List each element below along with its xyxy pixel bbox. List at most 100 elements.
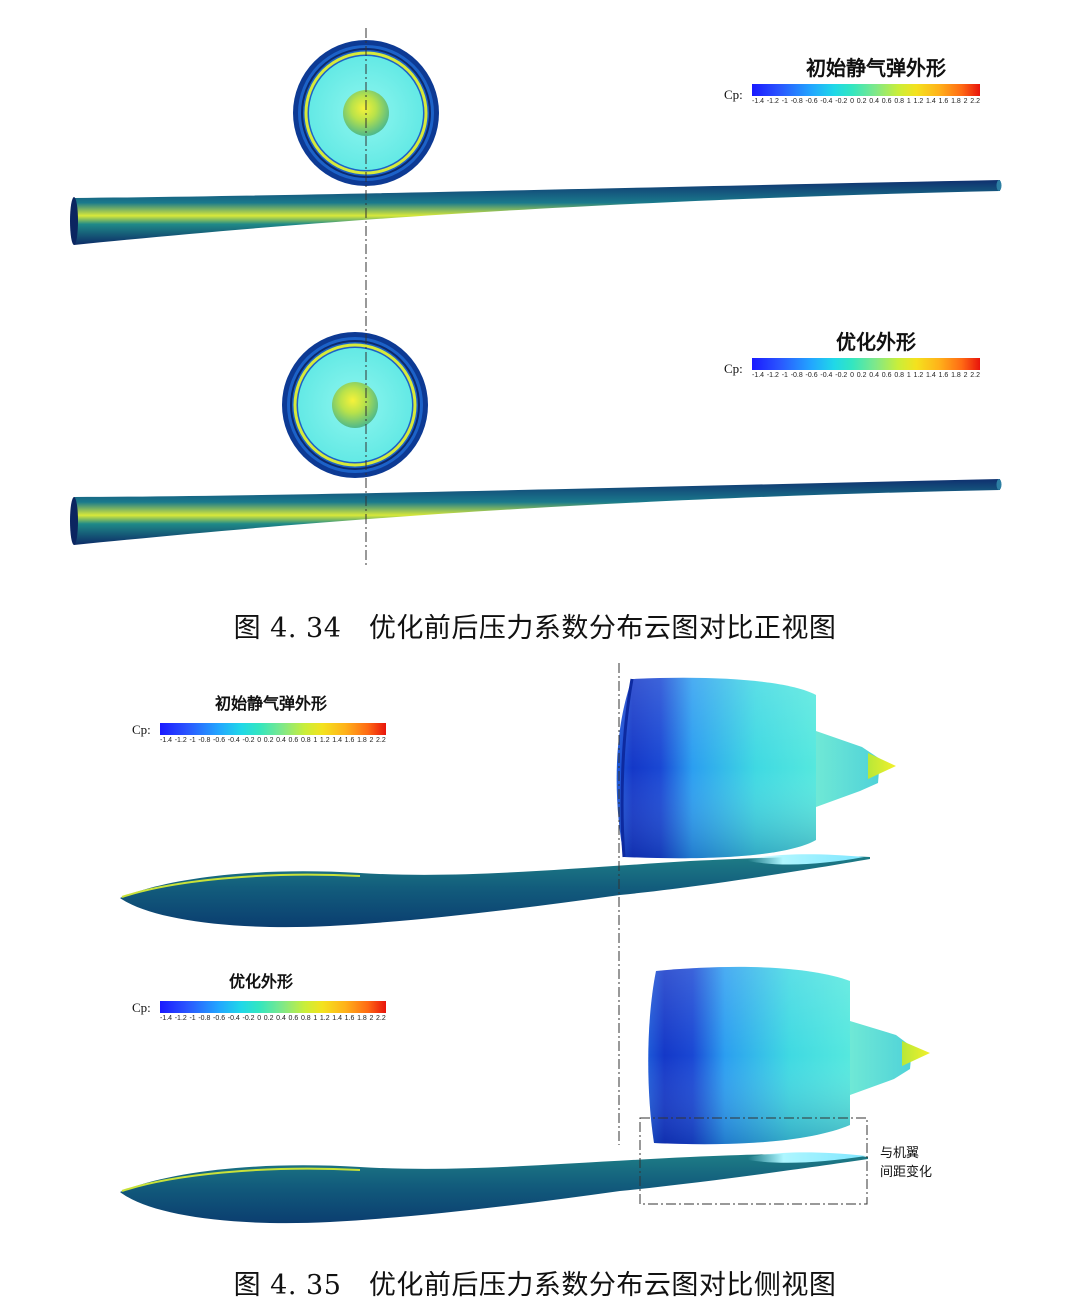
colorbar-tick-label: -1.2 [174,1015,187,1022]
colorbar-tick-label: 0.2 [856,98,867,105]
colorbar-tick-label: 1.4 [332,1015,343,1022]
annotation-line-2: 间距变化 [880,1165,933,1180]
colorbar-tick-label: 1.6 [344,1015,355,1022]
colorbar-tick-label: 0.4 [869,98,880,105]
colorbar-tick-label: -0.2 [242,1015,255,1022]
colorbar-tick-label: -0.8 [198,1015,211,1022]
colorbar-tick-label: 1 [906,98,911,105]
colorbar-tick-label: 1.4 [926,98,936,105]
engine-side-initial [616,677,896,859]
colorbar-tick-label: 1.2 [913,372,924,379]
colorbar-tick-label: -1.4 [160,737,173,744]
colorbar-tick-label: 0 [850,98,854,105]
legend-title: 初始静气弹外形 [214,694,327,713]
nacelle-front-optimized [282,332,428,478]
colorbar-tick-label: 0.2 [263,737,274,744]
colorbar-tick-label: 0.4 [869,372,880,379]
colorbar-tick-label: -1.2 [766,98,779,105]
annotation-line-1: 与机翼 [880,1146,920,1161]
wing-front-optimized [74,479,1000,545]
spacing-highlight-box [639,1117,868,1205]
colorbar-label: Cp: [724,361,743,376]
colorbar-tick-label: 2 [369,737,374,744]
colorbar-tick-label: 0.2 [263,1015,274,1022]
colorbar-tick-label: 0.4 [276,737,286,744]
colorbar-tick-label: 2 [963,98,968,105]
colorbar [752,84,980,96]
colorbar-tick-label: -0.6 [213,737,226,744]
spacing-annotation: 与机翼 间距变化 [880,1144,932,1182]
colorbar-tick-label: 1.6 [938,372,949,379]
colorbar-tick-label: -1.2 [766,372,779,379]
colorbar-tick-label: -0.4 [227,1015,240,1022]
colorbar-tick-label: -0.4 [820,372,833,379]
colorbar-tick-label: 2.2 [376,1015,386,1022]
colorbar-tick-label: -0.4 [227,737,240,744]
colorbar [160,723,386,735]
wing-side-optimized [120,1152,868,1224]
colorbar-tick-label: 1 [313,737,318,744]
colorbar-tick-label: 1.4 [332,737,343,744]
colorbar-tick-label: 2.2 [970,98,980,105]
wing-root-edge [70,497,78,545]
colorbar-tick-label: 1.6 [344,737,355,744]
colorbar-tick-label: -0.8 [790,98,803,105]
legend-optimized-435: 优化外形 Cp: -1.4 -1.2 -1 -0.8 -0.6 -0.4 -0.2 0 0.2 0… [130,968,390,1022]
colorbar-tick-label: 2.2 [376,737,386,744]
colorbar-tick-label: 1.2 [319,1015,330,1022]
wing-tip-edge [996,479,1002,490]
legend-optimized-434: 优化外形 Cp: -1.4 -1.2 -1 -0.8 -0.6 -0.4 -0.2 0 0.2 0… [722,326,982,385]
colorbar-tick-label: 1 [313,1015,318,1022]
colorbar-tick-label: -1 [781,372,788,379]
colorbar-tick-label: 0.8 [894,98,905,105]
legend-title: 初始静气弹外形 [806,56,946,80]
legend-title: 优化外形 [228,972,293,991]
colorbar-tick-label: 0.8 [300,737,311,744]
colorbar-tick-label: 0.6 [881,98,892,105]
colorbar-ticks: -1.4 -1.2 -1 -0.8 -0.6 -0.4 -0.2 0 0.2 0.4 0.6 0.8 1… [160,1015,386,1022]
colorbar-tick-label: 0.6 [288,737,299,744]
colorbar-tick-label: 1.8 [357,1015,367,1022]
colorbar-tick-label: 2.2 [970,372,980,379]
colorbar-tick-label: 0.8 [894,372,905,379]
colorbar-tick-label: -0.6 [213,1015,226,1022]
colorbar [160,1001,386,1013]
wing-front-initial [74,180,1000,245]
colorbar-tick-label: 1.2 [319,737,330,744]
legend-title: 优化外形 [836,330,916,354]
colorbar-tick-label: -1 [189,737,196,744]
colorbar-tick-label: 0 [257,737,262,744]
colorbar-tick-label: 0.2 [856,372,867,379]
colorbar-tick-label: 2 [963,372,968,379]
colorbar-tick-label: -0.6 [805,98,818,105]
colorbar-ticks: -1.4 -1.2 -1 -0.8 -0.6 -0.4 -0.2 0 0.2 0.4 0.6 0.8 1… [752,98,980,105]
colorbar-tick-label: 1.6 [938,98,949,105]
colorbar-label: Cp: [724,87,743,102]
wing-root-edge [70,197,78,245]
colorbar-tick-label: 1.2 [913,98,924,105]
colorbar-tick-label: -1.4 [752,372,765,379]
colorbar [752,358,980,370]
colorbar-tick-label: -0.8 [790,372,803,379]
colorbar-tick-label: 1.8 [357,737,367,744]
colorbar-tick-label: -1.4 [160,1015,173,1022]
colorbar-tick-label: 1 [906,372,911,379]
colorbar-tick-label: 2 [369,1015,374,1022]
colorbar-tick-label: 0.6 [881,372,892,379]
legend-initial-435: 初始静气弹外形 Cp: -1.4 -1.2 -1 -0.8 -0.6 -0.4 -0.2 0 0… [130,690,390,744]
colorbar-ticks: -1.4 -1.2 -1 -0.8 -0.6 -0.4 -0.2 0 0.2 0.4 0.6 0.8 1… [160,737,386,744]
engine-side-optimized [648,966,930,1145]
colorbar-tick-label: 0.6 [288,1015,299,1022]
wing-tip-edge [996,180,1002,191]
colorbar-tick-label: -0.4 [820,98,833,105]
colorbar-tick-label: 1.4 [926,372,936,379]
colorbar-tick-label: -0.2 [835,372,848,379]
figure-caption-435: 图 4. 35 优化前后压力系数分布云图对比侧视图 [233,1270,837,1301]
figure-434-front-view [70,28,1002,565]
colorbar-tick-label: 0.8 [300,1015,311,1022]
figure-caption-434: 图 4. 34 优化前后压力系数分布云图对比正视图 [233,613,837,644]
colorbar-tick-label: -1.2 [174,737,187,744]
colorbar-tick-label: 0 [850,372,854,379]
wing-side-initial [120,854,870,928]
colorbar-tick-label: 0.4 [276,1015,286,1022]
